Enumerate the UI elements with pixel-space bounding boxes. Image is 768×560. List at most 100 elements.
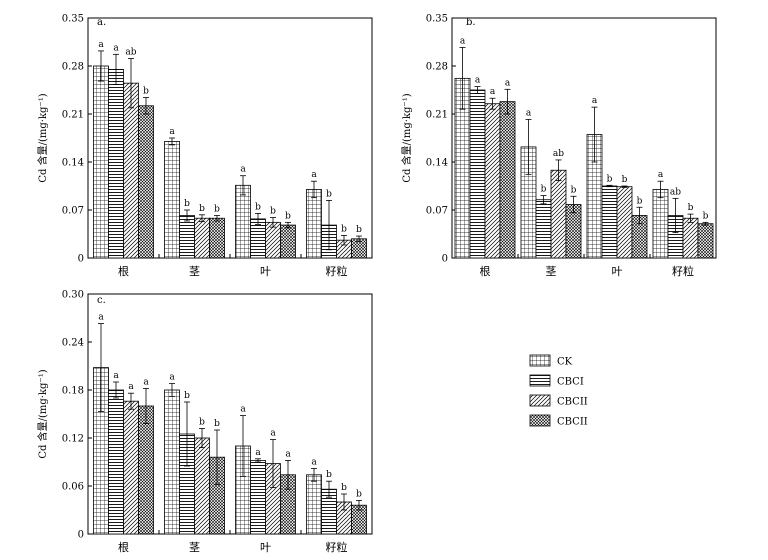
x-category-label: 根 [118, 540, 129, 554]
bar [138, 405, 154, 535]
bar [306, 474, 322, 535]
significance-letter: a [311, 170, 317, 180]
significance-letter: a [128, 382, 134, 392]
y-tick-label: 0.07 [426, 206, 448, 217]
significance-letter: b [255, 202, 261, 212]
significance-letter: a [311, 457, 317, 467]
y-tick-label: 0.18 [62, 386, 84, 397]
panel-label: c. [97, 295, 106, 306]
significance-letter: b [607, 174, 613, 184]
x-category-label: 根 [118, 264, 129, 278]
x-category-label: 叶 [260, 265, 271, 278]
significance-letter: b [184, 199, 190, 209]
significance-letter: b [326, 470, 332, 480]
x-category-label: 籽粒 [326, 540, 348, 554]
significance-letter: a [658, 170, 664, 180]
bar [601, 185, 618, 259]
bar [697, 223, 714, 259]
significance-letter: a [592, 96, 598, 106]
bar [616, 186, 633, 259]
y-tick-label: 0.14 [426, 158, 448, 169]
significance-letter: ab [125, 47, 136, 57]
bar [108, 389, 124, 535]
legend-label: CBCI [557, 377, 584, 388]
significance-letter: b [356, 225, 362, 235]
significance-letter: b [285, 211, 291, 221]
x-category-label: 茎 [189, 541, 200, 554]
significance-letter: b [637, 196, 643, 206]
y-tick-label: 0 [78, 254, 84, 265]
bar [550, 169, 567, 259]
bar [209, 217, 225, 259]
y-tick-label: 0.21 [62, 110, 84, 121]
significance-letter: a [240, 405, 246, 415]
significance-letter: a [240, 165, 246, 175]
y-tick-label: 0.24 [62, 338, 84, 349]
y-tick-label: 0.30 [62, 290, 84, 301]
y-tick-label: 0.12 [62, 434, 84, 445]
legend-swatch [529, 394, 551, 407]
y-tick-label: 0 [442, 254, 448, 265]
bar [535, 199, 552, 259]
x-category-label: 籽粒 [672, 264, 694, 278]
significance-letter: a [98, 40, 104, 50]
bar [194, 217, 210, 259]
x-category-label: 叶 [612, 265, 623, 278]
significance-letter: a [143, 377, 149, 387]
bar [250, 459, 266, 535]
significance-letter: a [270, 429, 276, 439]
significance-letter: b [184, 391, 190, 401]
significance-letter: a [113, 43, 119, 53]
significance-letter: b [541, 185, 547, 195]
bar [682, 217, 699, 259]
bar [280, 224, 296, 259]
significance-letter: a [169, 373, 175, 383]
y-tick-label: 0.06 [62, 482, 84, 493]
y-axis-label: Cd 含量/(mg·kg⁻¹) [400, 93, 413, 182]
significance-letter: a [505, 78, 511, 88]
bar [164, 389, 180, 535]
significance-letter: b [571, 185, 577, 195]
significance-letter: a [113, 371, 119, 381]
y-tick-label: 0.28 [426, 62, 448, 73]
y-tick-label: 0.35 [426, 14, 448, 25]
bar [164, 141, 180, 259]
y-tick-label: 0.07 [62, 206, 84, 217]
x-category-label: 叶 [260, 541, 271, 554]
significance-letter: b [326, 189, 332, 199]
significance-letter: ab [670, 187, 681, 197]
bar [265, 221, 281, 259]
significance-letter: b [199, 204, 205, 214]
bar [123, 400, 139, 535]
significance-letter: b [341, 224, 347, 234]
bar [123, 82, 139, 259]
significance-letter: b [703, 211, 709, 221]
bar [138, 105, 154, 259]
bar [93, 65, 109, 259]
y-tick-label: 0.21 [426, 110, 448, 121]
y-tick-label: 0.14 [62, 158, 84, 169]
legend: CK CBCI CBCII CBCII [529, 354, 588, 428]
y-axis-label: Cd 含量/(mg·kg⁻¹) [36, 369, 49, 458]
bar [484, 103, 501, 259]
significance-letter: b [199, 417, 205, 427]
y-tick-label: 0.28 [62, 62, 84, 73]
bar [108, 69, 124, 259]
significance-letter: a [255, 448, 261, 458]
x-category-label: 茎 [546, 265, 557, 278]
y-tick-label: 0 [78, 530, 84, 541]
x-category-label: 籽粒 [326, 264, 348, 278]
y-tick-label: 0.35 [62, 14, 84, 25]
significance-letter: a [475, 76, 481, 86]
bar [499, 101, 516, 259]
significance-letter: b [622, 175, 628, 185]
significance-letter: b [341, 483, 347, 493]
panel-label: a. [97, 17, 106, 28]
significance-letter: a [285, 449, 291, 459]
panel-label: b. [466, 17, 476, 28]
significance-letter: b [356, 489, 362, 499]
bar [179, 215, 195, 259]
significance-letter: b [143, 87, 149, 97]
